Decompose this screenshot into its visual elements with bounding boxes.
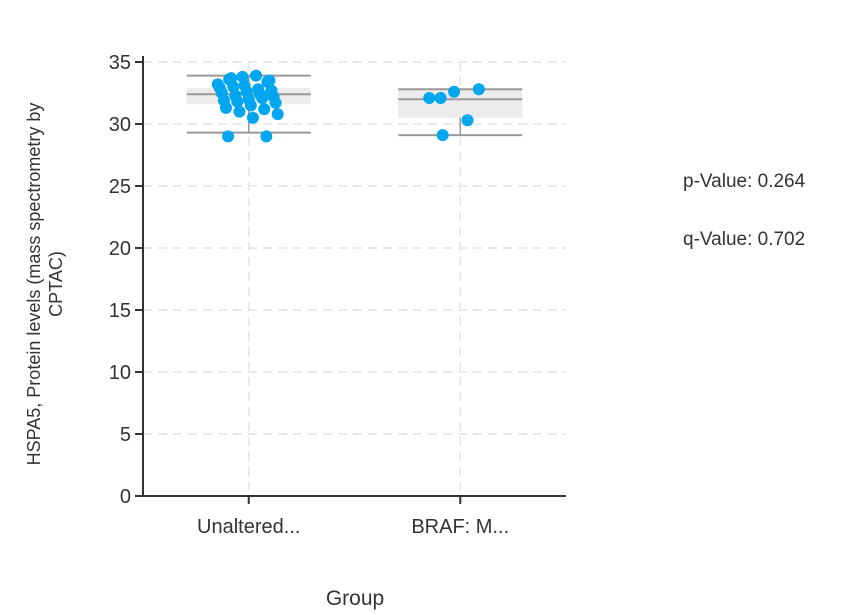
data-points [211,69,485,143]
data-point [260,130,273,143]
data-point [249,69,262,82]
data-point [436,129,449,142]
data-point [271,108,284,121]
data-point [231,95,244,108]
data-point [472,83,485,96]
y-ticks: 0 5 10 15 20 25 30 35 [109,52,143,508]
y-tick-label: 15 [109,300,131,322]
y-tick-label: 10 [109,362,131,384]
data-point [448,85,461,98]
x-ticks: Unaltered... BRAF: M... [197,496,509,538]
data-point [246,111,259,124]
y-tick-label: 20 [109,238,131,260]
data-point [434,91,447,104]
data-point [461,114,474,127]
data-point [256,91,269,104]
data-point [269,96,282,109]
y-tick-label: 25 [109,176,131,198]
data-point [423,91,436,104]
y-tick-label: 35 [109,52,131,74]
q-value-text: q-Value: 0.702 [683,229,806,250]
x-tick-label: BRAF: M... [411,516,509,538]
iqr-box [398,89,523,118]
data-point [222,130,235,143]
x-tick-label: Unaltered... [197,516,300,538]
data-point [233,105,246,118]
x-axis-label: Group [326,587,384,610]
y-axis-label-line-1: HSPA5, Protein levels (mass spectrometry… [24,103,44,466]
data-point [263,74,276,87]
axes [142,56,566,497]
p-value-text: p-Value: 0.264 [683,171,806,192]
data-point [244,99,257,112]
data-point [220,101,233,114]
data-point [258,103,271,116]
y-tick-label: 0 [120,486,131,508]
y-tick-label: 30 [109,114,131,136]
y-tick-label: 5 [120,424,131,446]
grid-lines [143,61,566,496]
y-axis-label-line-2: CPTAC) [46,251,66,317]
